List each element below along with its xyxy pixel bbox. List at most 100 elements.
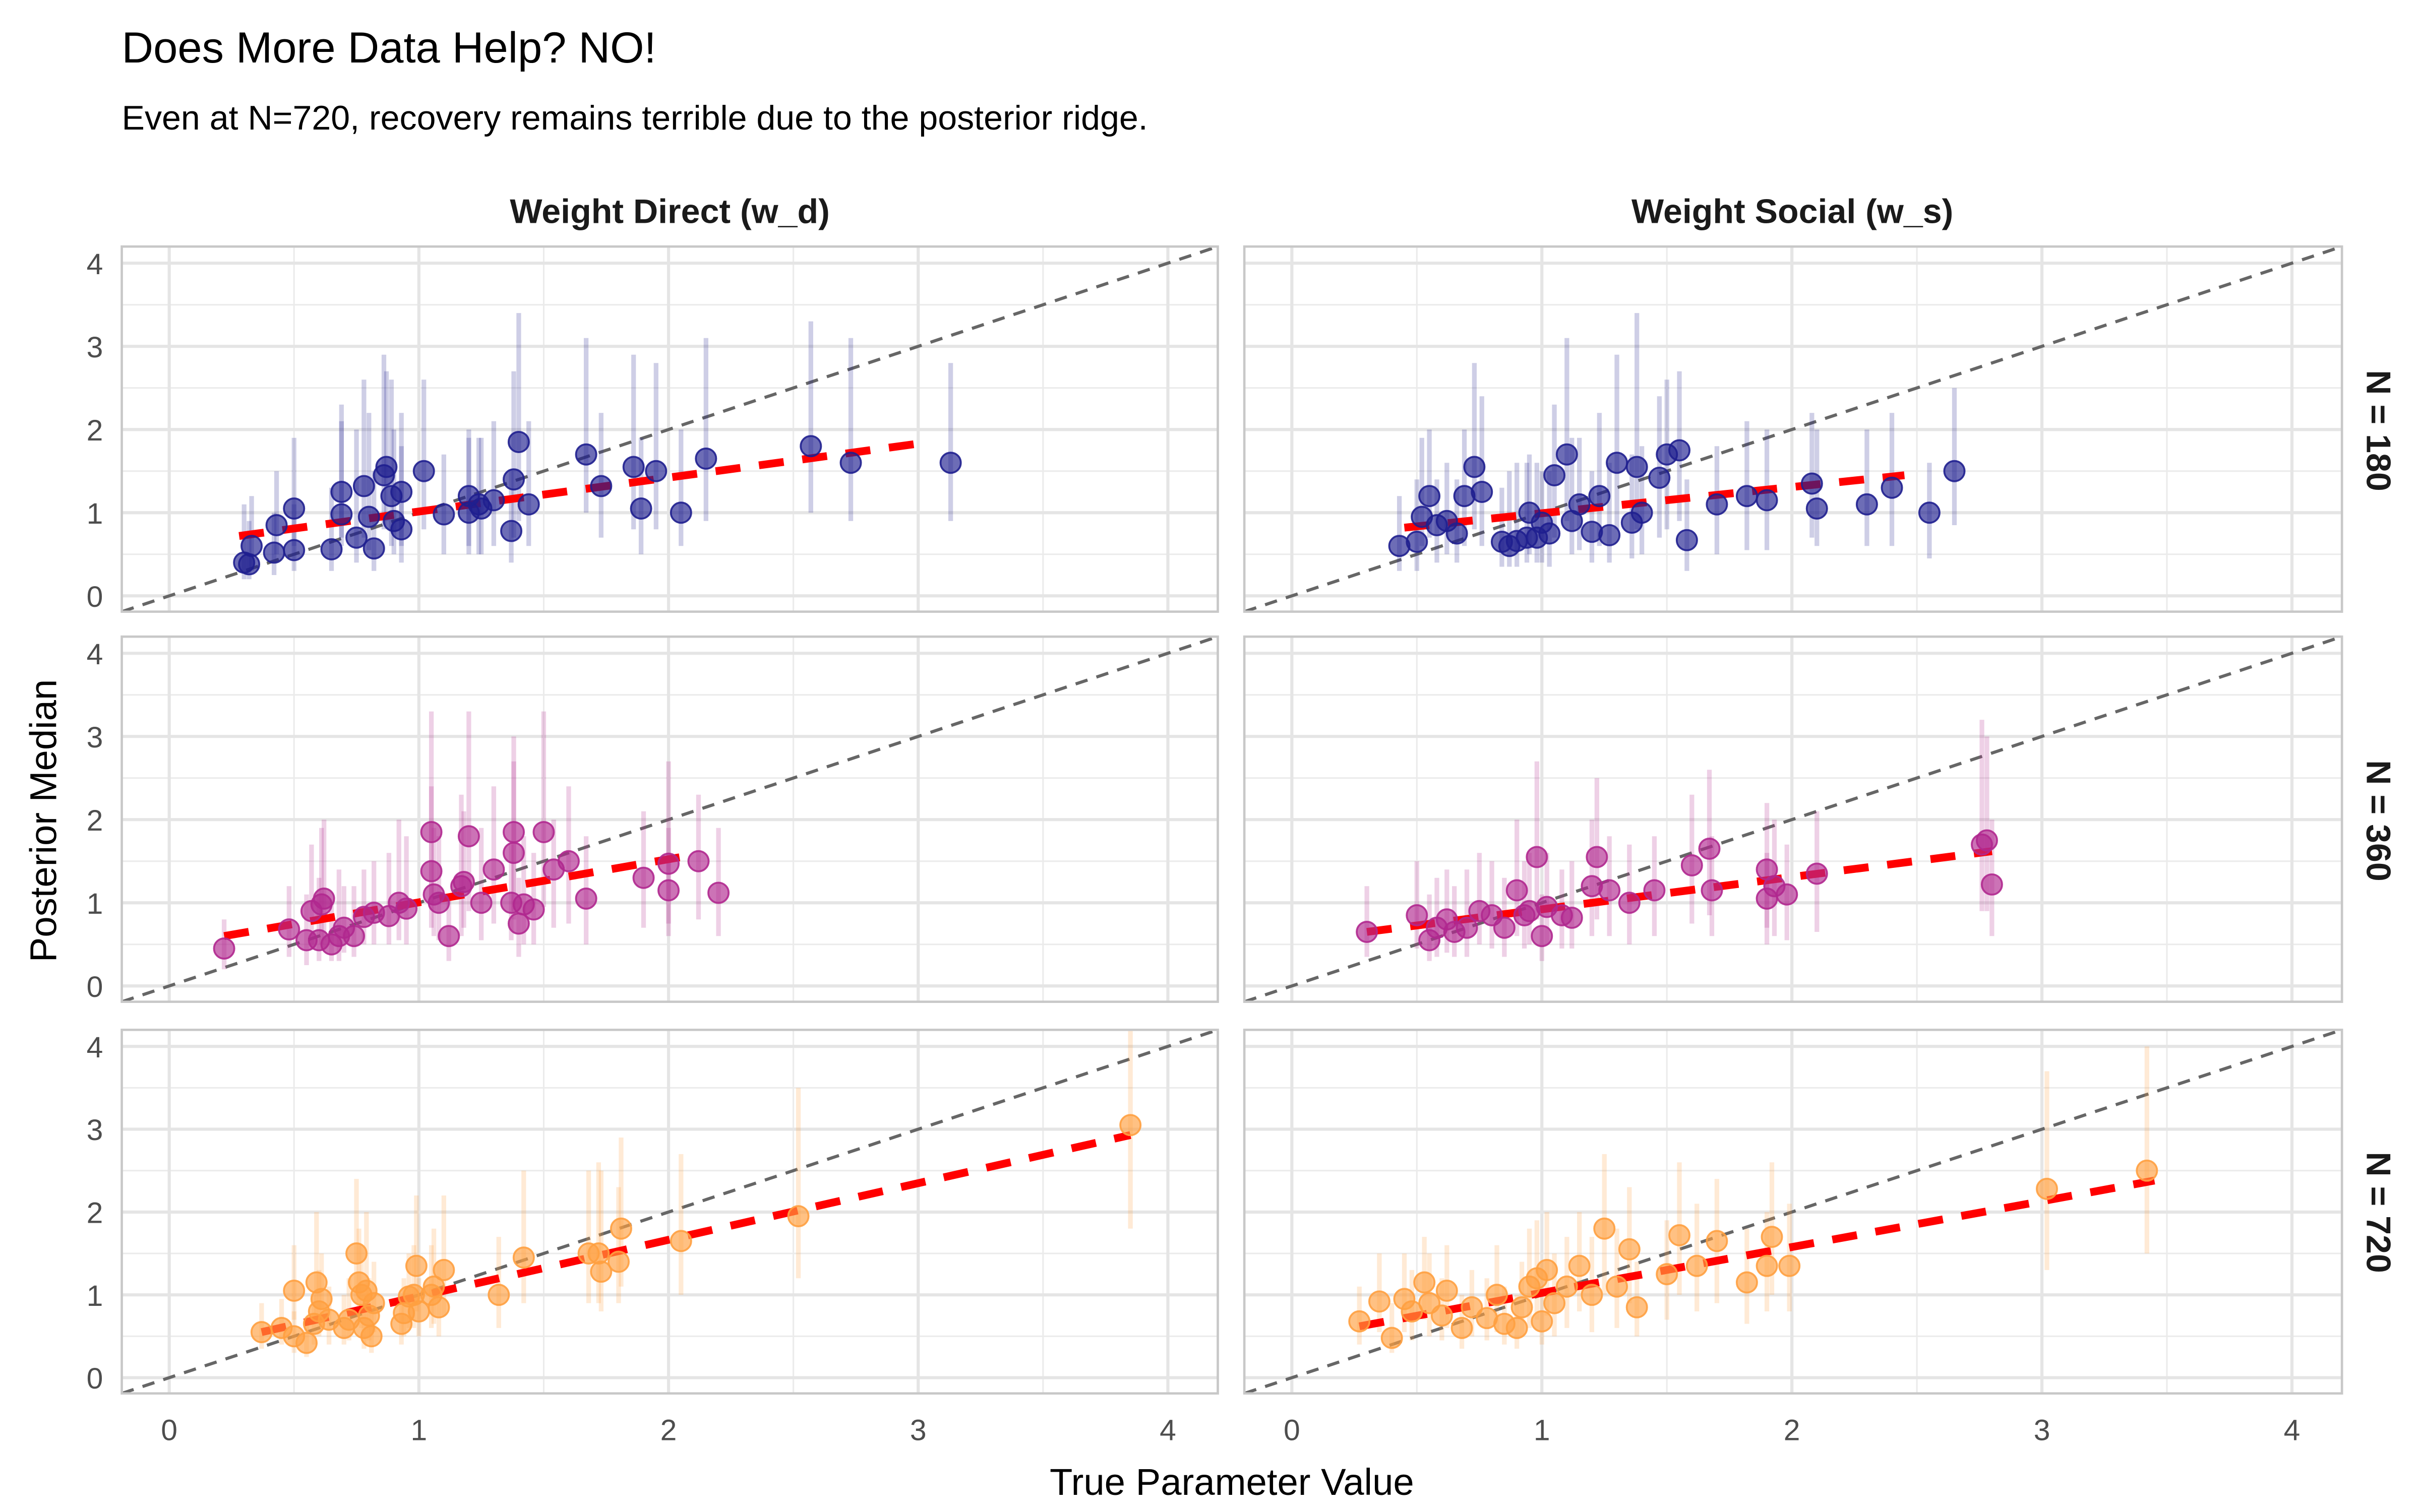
data-point	[420, 821, 443, 843]
data-point	[630, 497, 652, 520]
data-point	[345, 1242, 368, 1265]
data-point	[283, 539, 306, 561]
data-point	[422, 1275, 445, 1298]
data-point	[1368, 1290, 1390, 1313]
data-point	[488, 1284, 510, 1306]
data-point	[250, 1321, 273, 1344]
panel-border	[120, 1029, 1219, 1395]
data-point	[1625, 456, 1648, 478]
data-point	[1701, 879, 1723, 902]
data-point	[482, 489, 505, 512]
y-tick-label: 0	[87, 581, 103, 613]
data-point	[265, 514, 288, 536]
data-point	[695, 447, 717, 470]
data-point	[1536, 1258, 1558, 1281]
data-point	[357, 506, 380, 528]
facet-panel	[1243, 635, 2343, 1003]
data-point	[1456, 916, 1478, 939]
data-point	[1543, 464, 1566, 486]
x-tick-label: 1	[410, 1414, 427, 1447]
data-point	[395, 897, 418, 920]
data-point	[1630, 501, 1653, 524]
data-point	[1568, 493, 1591, 516]
data-point	[575, 443, 597, 466]
data-point	[295, 1332, 318, 1354]
data-point	[1643, 879, 1666, 902]
data-point	[433, 503, 455, 526]
data-point	[657, 852, 680, 875]
column-strip-label: Weight Social (w_s)	[1631, 193, 1953, 231]
data-point	[1435, 1279, 1458, 1302]
data-point	[1531, 925, 1553, 948]
data-point	[330, 503, 353, 526]
data-point	[320, 538, 343, 560]
data-point	[608, 1250, 630, 1273]
data-point	[1486, 1284, 1508, 1306]
data-point	[645, 460, 668, 482]
chart-title: Does More Data Help? NO!	[122, 24, 656, 72]
data-point	[1735, 485, 1758, 508]
data-point	[352, 475, 375, 497]
regression-fit-line	[238, 439, 919, 540]
y-tick-label: 4	[87, 1031, 103, 1064]
data-point	[1555, 1275, 1578, 1298]
data-point	[330, 481, 353, 503]
data-point	[1526, 846, 1548, 868]
identity-reference-line	[122, 1030, 1218, 1394]
data-point	[213, 937, 235, 960]
y-tick-label: 1	[87, 1280, 103, 1312]
data-point	[278, 918, 300, 941]
regression-fit-line	[223, 853, 682, 940]
data-point	[1543, 1292, 1566, 1314]
data-point	[622, 456, 645, 478]
data-point	[1625, 1296, 1648, 1318]
data-point	[1756, 489, 1778, 512]
data-point	[2136, 1159, 2158, 1182]
data-point	[1555, 443, 1578, 466]
x-tick-label: 2	[660, 1414, 677, 1447]
panel-plot-area	[122, 1030, 1218, 1394]
data-point	[517, 493, 540, 516]
data-point	[1531, 1310, 1553, 1333]
data-point	[1943, 460, 1966, 482]
data-point	[1776, 883, 1798, 906]
data-point	[1706, 493, 1728, 516]
panel-plot-area	[122, 246, 1218, 612]
panel-border	[120, 635, 1219, 1003]
data-point	[362, 1292, 385, 1314]
data-point	[1380, 1327, 1403, 1349]
data-point	[345, 526, 368, 549]
data-point	[482, 858, 505, 881]
row-strip-label: N = 720	[2360, 1152, 2398, 1273]
data-point	[1975, 829, 1998, 852]
data-point	[800, 435, 822, 458]
row-strip-label: N = 360	[2360, 760, 2398, 881]
identity-reference-line	[1244, 1030, 2342, 1394]
data-point	[457, 825, 480, 848]
data-point	[632, 866, 655, 889]
data-point	[470, 892, 493, 914]
data-point	[1593, 1217, 1616, 1240]
x-tick-label: 4	[1160, 1414, 1176, 1447]
data-point	[590, 475, 613, 497]
data-point	[1505, 879, 1528, 902]
panel-plot-area	[1244, 1030, 2342, 1394]
y-axis-label: Posterior Median	[22, 679, 64, 963]
data-point	[532, 821, 555, 843]
data-point	[438, 925, 460, 948]
data-point	[1406, 531, 1428, 553]
data-point	[1675, 529, 1698, 551]
x-axis-label: True Parameter Value	[1050, 1461, 1414, 1503]
data-point	[1805, 497, 1828, 520]
panel-plot-area	[1244, 637, 2342, 1002]
data-point	[503, 842, 525, 864]
data-point	[500, 520, 523, 542]
panel-border	[120, 245, 1219, 613]
data-point	[1980, 873, 2003, 896]
data-point	[1598, 524, 1621, 546]
data-point	[1855, 493, 1878, 516]
x-tick-label: 0	[1284, 1414, 1300, 1447]
data-point	[1618, 1238, 1641, 1261]
data-point	[1586, 846, 1608, 868]
